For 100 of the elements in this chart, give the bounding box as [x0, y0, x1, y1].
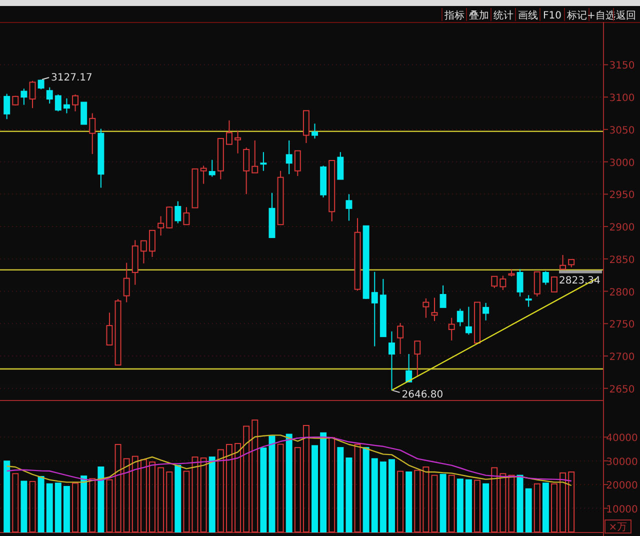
candlestick: [388, 330, 395, 391]
candlestick: [286, 140, 292, 175]
bar: [46, 483, 53, 532]
y-tick-label: 2950: [609, 190, 635, 202]
y-tick-label: 30000: [606, 456, 638, 468]
candlestick: [200, 165, 207, 184]
bar: [346, 457, 352, 532]
candlestick: [500, 275, 506, 290]
bar: [158, 467, 164, 532]
bar: [260, 448, 267, 532]
bar: [448, 474, 455, 532]
candlestick: [431, 297, 438, 322]
bar: [516, 474, 524, 532]
annotation: 2646.80: [402, 389, 444, 400]
annotation: 3127.17: [51, 72, 92, 84]
bar: [491, 467, 498, 532]
bar: [551, 483, 558, 532]
bar: [20, 480, 28, 532]
bar: [465, 479, 472, 532]
bar: [98, 466, 104, 532]
text: 返回: [616, 10, 636, 22]
bar: [12, 473, 19, 532]
candlestick: [20, 88, 28, 106]
text: 叠加: [468, 10, 489, 22]
bar: [252, 420, 258, 532]
y-tick-label: 2650: [609, 384, 635, 396]
candlestick: [123, 262, 130, 303]
bar: [388, 459, 395, 532]
bar: [568, 471, 575, 532]
bar: [422, 466, 430, 532]
bar: [89, 478, 96, 532]
y-tick-label: 3100: [609, 93, 635, 104]
bar: [132, 456, 138, 532]
bar: [302, 425, 310, 532]
bar: [320, 432, 327, 532]
bar: [431, 474, 438, 532]
bar: [482, 483, 490, 532]
bar: [440, 474, 446, 532]
bar: [123, 458, 130, 532]
bar: [371, 458, 378, 532]
candlestick: [158, 216, 164, 236]
bar: [286, 434, 292, 532]
bar: [354, 444, 361, 532]
bar: [508, 474, 515, 532]
bar: [328, 437, 336, 532]
text: 统计: [493, 10, 514, 22]
candlestick: [448, 317, 455, 341]
y-tick-label: 2900: [609, 222, 635, 234]
candlestick: [260, 152, 267, 172]
bar: [380, 462, 386, 532]
bar: [4, 460, 10, 532]
y-tick-label: 3150: [609, 60, 635, 72]
bar: [208, 456, 216, 532]
y-tick-label: 40000: [606, 433, 638, 444]
bar: [525, 488, 532, 532]
candlestick: [346, 194, 352, 222]
bar: [106, 479, 113, 532]
y-tick-label: 10000: [606, 504, 638, 516]
y-tick-label: 2850: [609, 254, 635, 266]
text: 画线: [518, 10, 538, 22]
bar: [166, 471, 173, 532]
bar: [560, 472, 566, 532]
bar: [337, 447, 344, 532]
y-tick-label: 2700: [609, 352, 635, 363]
bar: [183, 470, 190, 532]
bar: [114, 444, 122, 532]
candlestick: [371, 271, 378, 347]
text: F10: [543, 10, 562, 22]
y-tick-label: 3050: [609, 125, 635, 136]
bar: [474, 480, 481, 532]
bar: [243, 426, 250, 532]
bar: [500, 473, 506, 532]
bar: [456, 478, 464, 532]
bar: [277, 444, 284, 532]
y-tick-label: 2750: [609, 320, 635, 331]
bar: [29, 480, 36, 532]
bar: [397, 470, 404, 532]
bar: [217, 449, 224, 532]
bar: [54, 482, 62, 532]
y-axis-title: ×万: [608, 522, 628, 533]
bar: [63, 486, 70, 532]
bar: [406, 471, 412, 532]
text: 标记: [566, 10, 587, 22]
bar: [234, 443, 242, 532]
bar: [312, 445, 318, 532]
y-tick-label: 3000: [609, 158, 635, 169]
bar: [192, 456, 198, 532]
candlestick: [63, 98, 70, 114]
text: 指标: [443, 10, 464, 22]
bar: [200, 457, 207, 532]
bar: [72, 482, 79, 532]
y-tick-label: 2800: [609, 287, 635, 298]
candlestick: [234, 130, 242, 154]
bar: [226, 444, 232, 532]
bar: [542, 482, 549, 532]
bar: [268, 436, 276, 532]
y-tick-label: 20000: [606, 480, 638, 492]
bar: [174, 464, 182, 532]
bar: [38, 476, 44, 532]
bar: [80, 476, 88, 532]
